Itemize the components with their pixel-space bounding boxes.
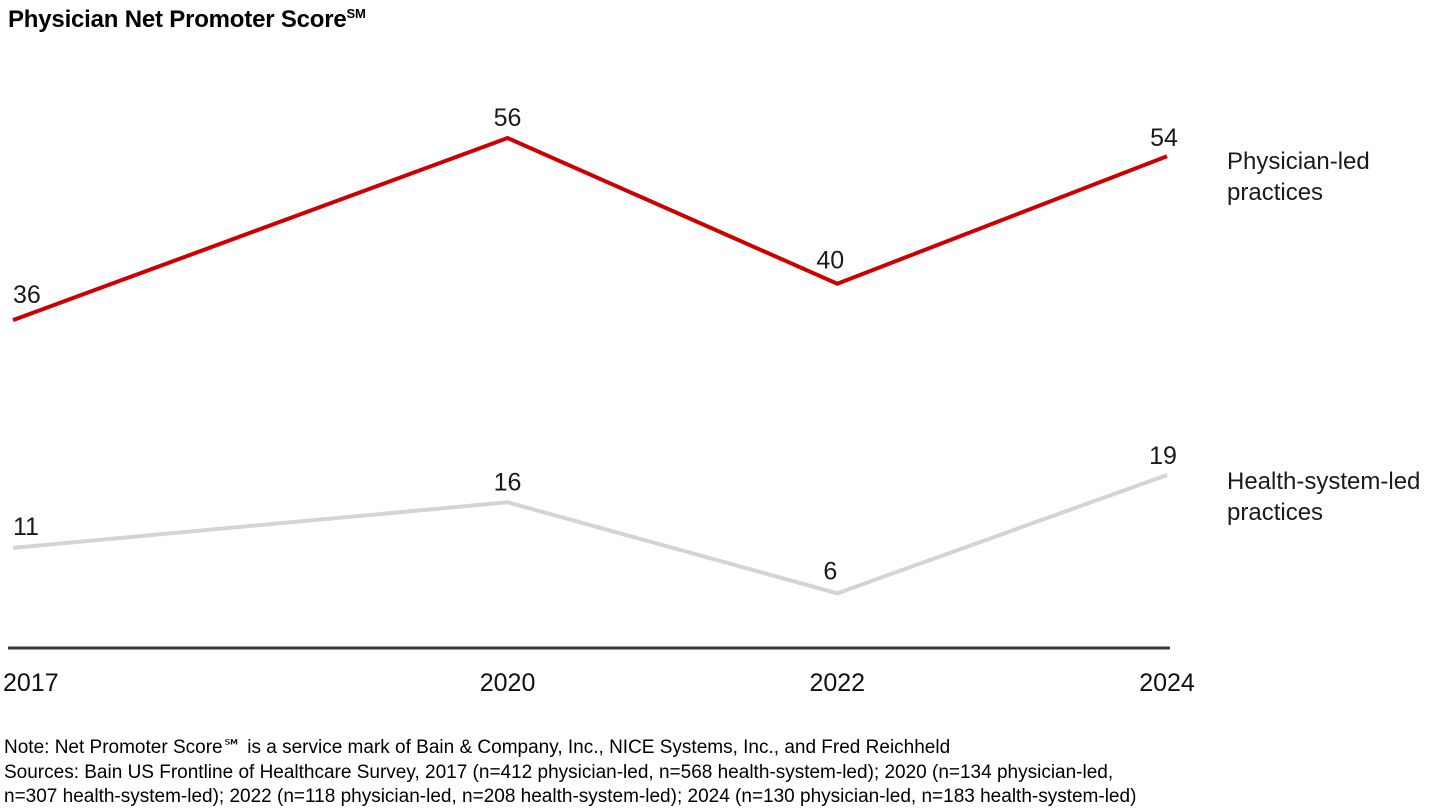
footnote: Note: Net Promoter Score℠ is a service m…: [4, 736, 1136, 810]
x-tick-2022: 2022: [809, 669, 865, 697]
footnote-line-1: Note: Net Promoter Score℠ is a service m…: [4, 737, 951, 758]
chart-title-superscript: SM: [346, 6, 366, 21]
health-system-led-line: [12, 473, 1168, 596]
data-label-physician-led-2017: 36: [13, 281, 41, 309]
x-tick-2017: 2017: [3, 669, 59, 697]
data-label-health-system-led-2024: 19: [1149, 442, 1177, 470]
chart-title: Physician Net Promoter ScoreSM: [8, 0, 366, 33]
footnote-line-2: Sources: Bain US Frontline of Healthcare…: [4, 761, 1114, 783]
physician-led-line: [12, 135, 1168, 323]
legend-physician-led-practices: Physician-led practices: [1227, 148, 1370, 206]
data-label-physician-led-2022: 40: [816, 247, 844, 275]
chart-title-text: Physician Net Promoter Score: [8, 6, 347, 33]
data-label-physician-led-2024: 54: [1150, 124, 1178, 152]
data-label-health-system-led-2020: 16: [494, 468, 522, 496]
line-chart: 36 56 40 54 11 16 6 19 2017 2020 2022 2024: [3, 104, 1195, 697]
x-tick-2020: 2020: [480, 669, 536, 697]
data-label-health-system-led-2017: 11: [13, 513, 39, 541]
data-label-health-system-led-2022: 6: [823, 557, 837, 585]
data-label-physician-led-2020: 56: [494, 104, 522, 132]
footnote-line-3: n=307 health-system-led); 2022 (n=118 ph…: [4, 786, 1137, 808]
x-tick-2024: 2024: [1139, 669, 1195, 697]
legend-health-system-led-practices: Health-system-led practices: [1227, 468, 1421, 526]
